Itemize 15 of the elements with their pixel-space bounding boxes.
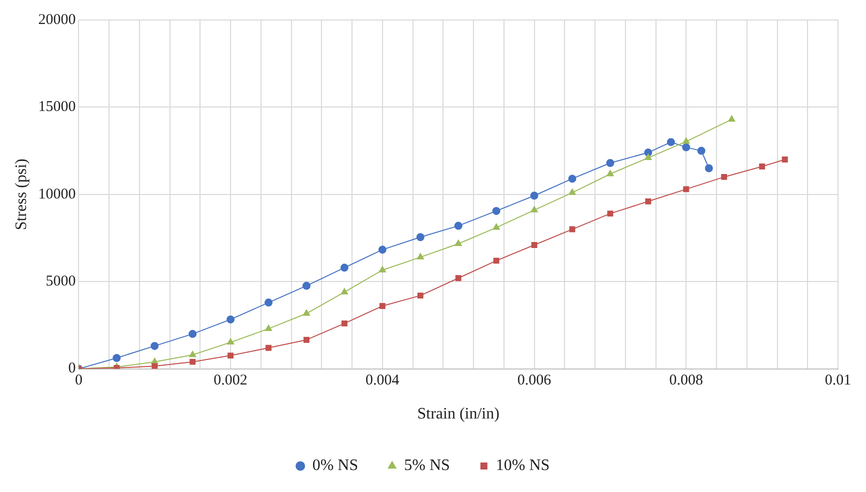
legend-label: 10% NS xyxy=(496,457,550,474)
y-tick-label: 10000 xyxy=(38,186,76,202)
x-tick-label: 0.008 xyxy=(669,372,704,389)
y-tick-label: 20000 xyxy=(38,12,76,28)
x-tick-label: 0.006 xyxy=(517,372,552,389)
x-tick-label: 0.002 xyxy=(214,372,248,389)
y-tick-label: 15000 xyxy=(38,99,76,116)
x-tick-label: 0.004 xyxy=(366,372,400,389)
x-tick-label: 0.01 xyxy=(824,372,852,389)
y-tick-label: 0 xyxy=(68,360,76,377)
y-tick-label: 5000 xyxy=(46,274,76,290)
y-axis-title: Stress (psi) xyxy=(12,158,30,230)
legend-label: 5% NS xyxy=(404,457,450,474)
x-axis-title: Strain (in/in) xyxy=(417,406,500,423)
legend-label: 0% NS xyxy=(312,457,358,474)
